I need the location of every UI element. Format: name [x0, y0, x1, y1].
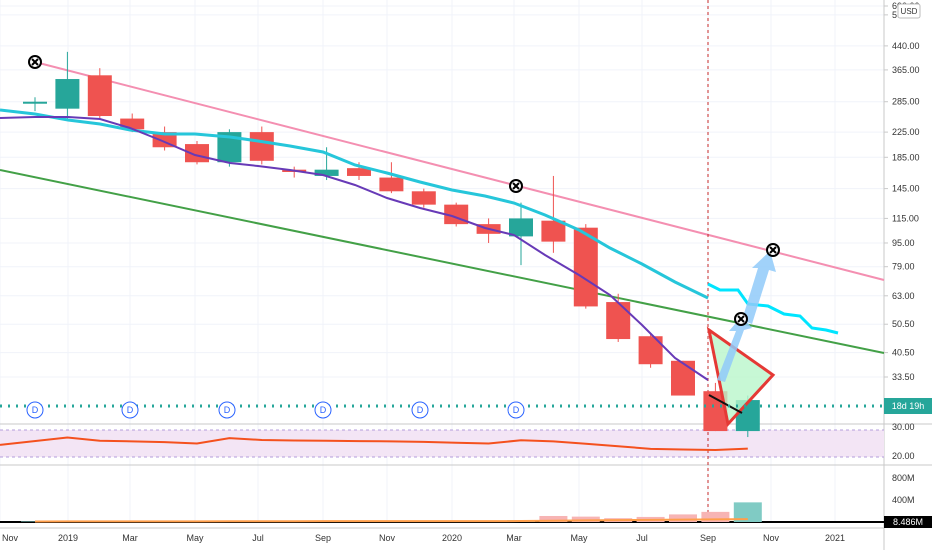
arrow-shape — [742, 251, 776, 324]
candle-body — [23, 101, 47, 104]
currency-badge[interactable]: USD — [897, 3, 921, 19]
dividend-label: D — [320, 405, 327, 415]
candle-body — [606, 302, 631, 340]
time-tick-label: 2019 — [58, 533, 78, 543]
dividend-ring — [314, 401, 332, 419]
countdown-badge — [884, 398, 932, 414]
price-tick-label: 115.00 — [892, 213, 919, 223]
time-tick-label: Jul — [252, 533, 264, 543]
time-tick-label: May — [186, 533, 204, 543]
volume-bar — [21, 521, 49, 522]
dividend-icon: D — [507, 401, 525, 419]
price-tick-label: 440.00 — [892, 41, 920, 51]
dividend-ring — [411, 401, 429, 419]
moving-average-fast — [0, 116, 709, 381]
dividend-label: D — [513, 405, 520, 415]
dividend-icon: D — [411, 401, 429, 419]
dividend-icon: D — [314, 401, 332, 419]
price-tick-label: 185.00 — [892, 152, 920, 162]
oscillator-tick-label: 30.00 — [892, 422, 915, 432]
candle-body — [671, 360, 695, 396]
last-volume-label: 8.486M — [893, 517, 923, 527]
volume-tick-label: 800M — [892, 473, 915, 483]
price-tick-label: 285.00 — [892, 97, 920, 107]
price-tick-label: 33.50 — [892, 372, 915, 382]
trend-line-lower — [0, 169, 885, 354]
x-marker-icon — [509, 179, 523, 193]
x-marker-stroke — [769, 246, 777, 254]
oscillator-band — [0, 430, 884, 457]
volume-tick-label: 400M — [892, 495, 915, 505]
time-tick-label: 2020 — [442, 533, 462, 543]
currency-badge-box — [897, 3, 921, 19]
dividend-ring — [218, 401, 236, 419]
dividend-icon: D — [121, 401, 139, 419]
volume-bar — [539, 515, 568, 522]
time-tick-label: 2021 — [825, 533, 845, 543]
dividend-label: D — [32, 405, 39, 415]
oscillator-line — [0, 436, 748, 451]
price-tick-label: 40.50 — [892, 348, 915, 358]
dividend-icon: D — [218, 401, 236, 419]
candle-body — [314, 169, 339, 176]
time-tick-label: Mar — [506, 533, 522, 543]
dividend-label: D — [417, 405, 424, 415]
candle-body — [573, 227, 598, 307]
dividend-ring — [121, 401, 139, 419]
x-marker-icon — [766, 243, 780, 257]
candle-body — [249, 132, 274, 161]
dividend-ring — [507, 401, 525, 419]
x-marker-icon — [28, 55, 42, 69]
time-tick-label: Nov — [379, 533, 396, 543]
x-marker-stroke — [31, 58, 39, 66]
last-volume-badge — [884, 516, 932, 528]
projected-path — [707, 282, 839, 335]
time-tick-label: Sep — [700, 533, 716, 543]
price-tick-label: 95.00 — [892, 238, 915, 248]
oscillator-tick-label: 20.00 — [892, 451, 915, 461]
currency-badge-label: USD — [901, 7, 918, 16]
x-marker-stroke — [737, 315, 745, 323]
candle-body — [55, 79, 80, 109]
countdown-label: 18d 19h — [892, 401, 925, 411]
arrow-shape — [717, 316, 752, 382]
time-tick-label: Mar — [122, 533, 138, 543]
candle-body — [541, 220, 566, 242]
price-tick-label: 225.00 — [892, 127, 920, 137]
trend-line-upper — [34, 61, 885, 281]
volume-bar — [733, 502, 762, 522]
candle-body — [379, 177, 404, 192]
candle-body — [347, 168, 371, 176]
candles — [23, 51, 760, 438]
dividend-label: D — [224, 405, 231, 415]
candle-body — [120, 118, 145, 130]
volume-ma-line — [34, 518, 748, 523]
price-tick-label: 63.00 — [892, 291, 915, 301]
time-tick-label: Nov — [763, 533, 780, 543]
volume-bar — [701, 511, 730, 522]
volume-bar — [571, 516, 600, 522]
candle-body — [411, 191, 436, 205]
price-tick-label: 79.00 — [892, 262, 915, 272]
price-tick-label: 145.00 — [892, 184, 920, 194]
time-tick-label: Nov — [2, 533, 19, 543]
candle-body — [509, 218, 533, 237]
candle-body — [87, 75, 112, 117]
x-marker-stroke — [512, 182, 520, 190]
x-marker-icon — [734, 312, 748, 326]
dividend-ring — [26, 401, 44, 419]
moving-average-slow — [0, 108, 709, 300]
dividend-icon: D — [26, 401, 44, 419]
forecast-trend-segment — [708, 394, 743, 414]
price-tick-label: 365.00 — [892, 65, 920, 75]
dividend-label: D — [127, 405, 134, 415]
time-tick-label: Jul — [636, 533, 648, 543]
time-tick-label: May — [570, 533, 588, 543]
candle-body — [638, 336, 663, 365]
time-tick-label: Sep — [315, 533, 331, 543]
volume-bar — [669, 514, 697, 522]
price-tick-label: 50.50 — [892, 319, 915, 329]
